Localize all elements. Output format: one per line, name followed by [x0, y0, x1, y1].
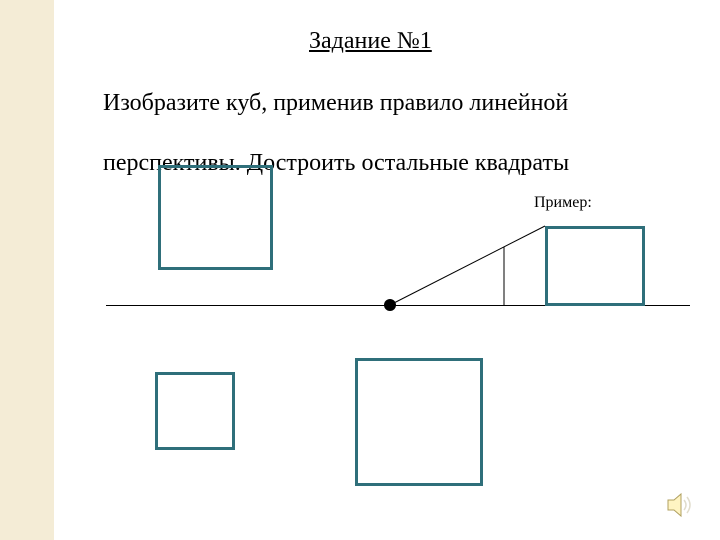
vanishing-point	[384, 299, 396, 311]
speaker-wave-1	[684, 500, 686, 510]
square-bottom-mid	[355, 358, 483, 486]
square-example	[545, 226, 645, 306]
speaker-icon	[665, 490, 695, 525]
speaker-body	[668, 494, 681, 516]
speaker-wave-2	[687, 497, 690, 513]
perspective-line	[390, 226, 545, 305]
square-top-left	[158, 165, 273, 270]
square-bottom-left	[155, 372, 235, 450]
